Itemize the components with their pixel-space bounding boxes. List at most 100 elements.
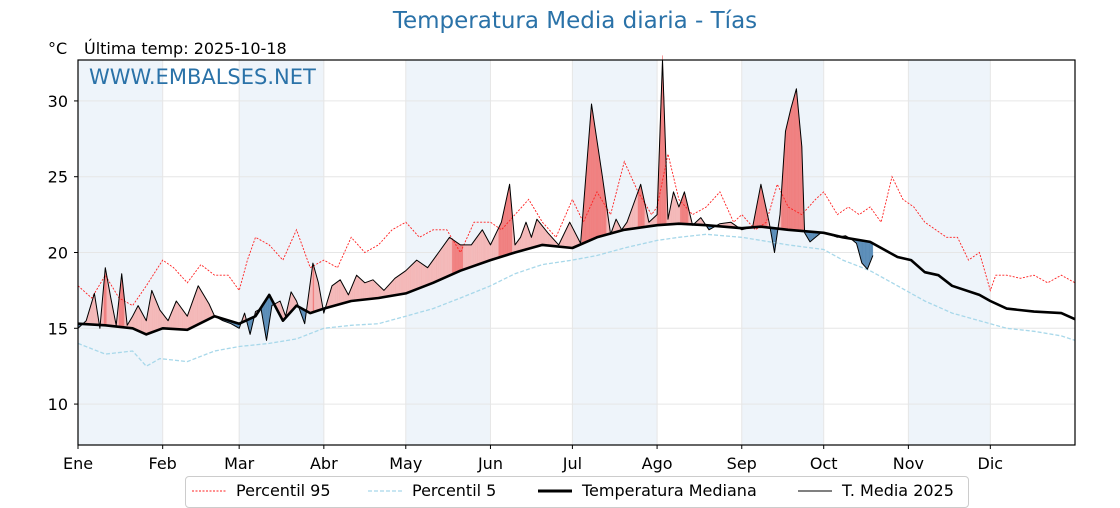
above-median-fill	[477, 235, 478, 264]
above-median-fill	[441, 247, 442, 279]
above-median-fill	[796, 89, 797, 231]
above-median-fill	[365, 282, 366, 299]
above-median-fill	[176, 301, 177, 329]
above-median-fill	[337, 281, 338, 305]
above-median-fill	[185, 312, 186, 329]
above-median-fill	[470, 245, 471, 267]
above-median-fill	[152, 290, 153, 332]
above-median-fill	[332, 285, 333, 306]
above-median-fill	[206, 299, 207, 320]
above-median-fill	[421, 263, 422, 288]
above-median-fill	[198, 286, 199, 325]
above-median-fill	[359, 278, 360, 300]
legend-label: Percentil 95	[236, 481, 331, 500]
above-median-fill	[414, 261, 415, 290]
above-median-fill	[456, 242, 457, 272]
x-tick-label: May	[389, 454, 422, 473]
above-median-fill	[484, 232, 485, 262]
above-median-fill	[202, 293, 203, 323]
above-median-fill	[433, 258, 434, 283]
above-median-fill	[495, 234, 496, 259]
x-tick-label: Nov	[893, 454, 924, 473]
above-median-fill	[417, 260, 418, 289]
above-median-fill	[459, 244, 460, 271]
x-tick-label: Sep	[727, 454, 757, 473]
watermark: WWW.EMBALSES.NET	[89, 65, 316, 89]
above-median-fill	[182, 309, 183, 330]
above-median-fill	[504, 203, 505, 256]
above-median-fill	[571, 225, 572, 248]
legend: Percentil 95 Percentil 5 Temperatura Med…	[185, 476, 969, 508]
above-median-fill	[426, 267, 427, 286]
above-median-fill	[481, 230, 482, 264]
above-median-fill	[411, 264, 412, 291]
above-median-fill	[358, 276, 359, 300]
above-median-fill	[499, 225, 500, 258]
y-tick-label: 25	[48, 168, 68, 187]
above-median-fill	[485, 235, 486, 262]
above-median-fill	[404, 271, 405, 294]
above-median-fill	[393, 278, 394, 295]
p5-swatch-icon	[368, 486, 404, 496]
above-median-fill	[340, 280, 341, 304]
above-median-fill	[160, 310, 161, 329]
above-median-fill	[200, 288, 201, 324]
above-median-fill	[153, 294, 154, 332]
above-median-fill	[436, 254, 437, 281]
above-median-fill	[339, 280, 340, 305]
above-median-fill	[183, 310, 184, 329]
legend-item-p5: Percentil 5	[368, 481, 496, 500]
above-median-fill	[156, 300, 157, 331]
above-median-fill	[424, 265, 425, 287]
above-median-fill	[537, 219, 538, 246]
above-median-fill	[505, 197, 506, 256]
above-median-fill	[428, 266, 429, 285]
above-median-fill	[195, 290, 196, 326]
above-median-fill	[500, 222, 501, 257]
above-median-fill	[465, 245, 466, 269]
above-median-fill	[437, 253, 438, 281]
above-median-fill	[458, 243, 459, 272]
above-median-fill	[639, 184, 640, 227]
x-tick-label: Ago	[642, 454, 673, 473]
above-median-fill	[418, 261, 419, 289]
above-median-fill	[443, 245, 444, 279]
above-median-fill	[785, 126, 786, 230]
above-median-fill	[398, 275, 399, 294]
above-median-fill	[313, 263, 314, 312]
above-median-fill	[439, 251, 440, 281]
above-median-fill	[194, 293, 195, 326]
above-median-fill	[445, 241, 446, 277]
above-median-fill	[434, 256, 435, 282]
above-median-fill	[540, 223, 541, 246]
above-median-fill	[480, 232, 481, 264]
above-median-fill	[593, 113, 594, 239]
above-median-fill	[471, 243, 472, 267]
above-median-fill	[596, 131, 597, 238]
above-median-fill	[410, 265, 411, 291]
above-median-fill	[469, 245, 470, 268]
above-median-fill	[335, 283, 336, 306]
above-median-fill	[368, 281, 369, 299]
above-median-fill	[541, 224, 542, 245]
above-median-fill	[467, 245, 468, 268]
above-median-fill	[396, 276, 397, 295]
above-median-fill	[377, 284, 378, 298]
above-median-fill	[444, 243, 445, 278]
above-median-fill	[787, 120, 788, 230]
above-median-fill	[372, 280, 373, 299]
above-median-fill	[544, 228, 545, 246]
above-median-fill	[478, 234, 479, 265]
above-median-fill	[180, 307, 181, 330]
legend-item-2025: T. Media 2025	[798, 481, 954, 500]
below-median-fill	[862, 241, 863, 265]
above-median-fill	[161, 312, 162, 329]
above-median-fill	[399, 274, 400, 294]
above-median-fill	[496, 231, 497, 259]
above-median-fill	[197, 286, 198, 325]
above-median-fill	[175, 301, 176, 329]
above-median-fill	[141, 311, 142, 333]
